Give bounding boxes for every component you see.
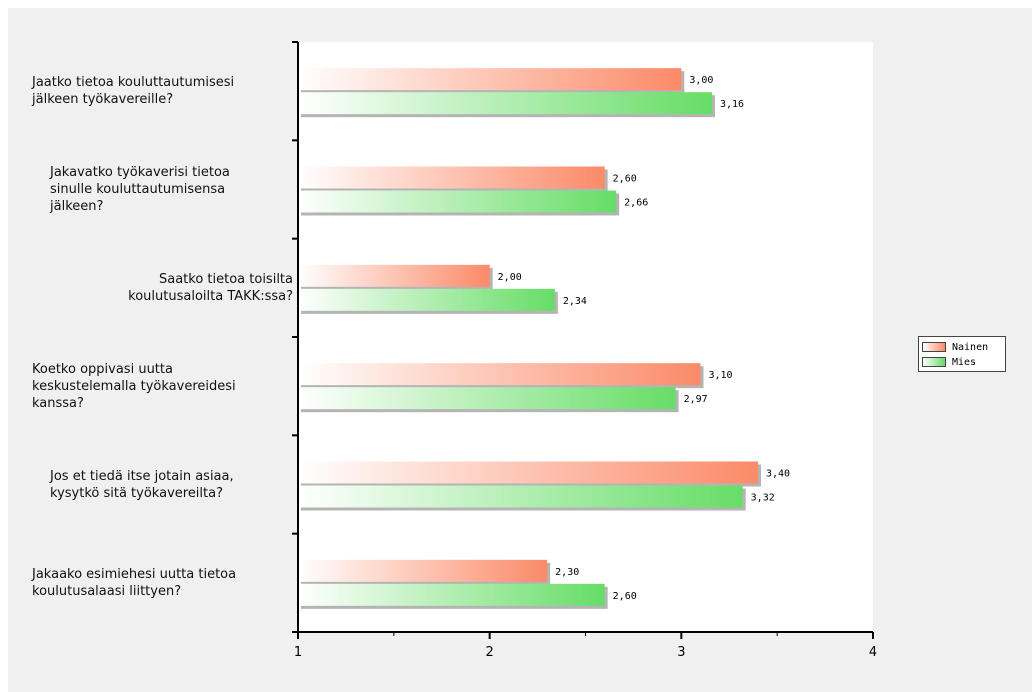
data-label: 3,32 bbox=[751, 493, 775, 504]
category-label: Jaatko tietoa kouluttautumisesi jälkeen … bbox=[32, 75, 235, 108]
x-tick-label: 4 bbox=[869, 645, 877, 660]
bar-mies-0 bbox=[298, 92, 712, 115]
plot-area bbox=[298, 42, 873, 632]
data-label: 2,60 bbox=[613, 174, 637, 185]
legend-item-mies: Mies bbox=[922, 356, 976, 368]
bar-mies-4 bbox=[298, 485, 743, 508]
data-label: 2,66 bbox=[624, 198, 648, 209]
legend-label-nainen: Nainen bbox=[952, 341, 989, 353]
data-label: 3,16 bbox=[720, 99, 744, 110]
bar-nainen-4 bbox=[298, 461, 758, 484]
legend-swatch-nainen bbox=[922, 342, 946, 352]
legend-label-mies: Mies bbox=[952, 356, 977, 368]
data-label: 3,10 bbox=[709, 370, 733, 381]
data-label: 2,34 bbox=[563, 296, 587, 307]
x-tick-label: 3 bbox=[677, 645, 685, 660]
category-label: Saatko tietoa toisilta koulutusaloilta T… bbox=[128, 271, 293, 304]
bar-nainen-5 bbox=[298, 559, 548, 582]
bar-nainen-0 bbox=[298, 68, 682, 91]
bar-nainen-2 bbox=[298, 264, 490, 287]
bar-mies-2 bbox=[298, 288, 555, 311]
data-label: 2,97 bbox=[684, 394, 708, 405]
data-label: 3,00 bbox=[689, 75, 713, 86]
category-label: Jakaako esimiehesi uutta tietoa koulutus… bbox=[32, 566, 237, 599]
category-label: Jos et tiedä itse jotain asiaa, kysytkö … bbox=[50, 468, 234, 501]
data-label: 3,40 bbox=[766, 469, 790, 480]
bar-mies-5 bbox=[298, 583, 605, 606]
legend-swatch-mies bbox=[922, 357, 946, 367]
bar-nainen-3 bbox=[298, 363, 701, 386]
data-label: 2,60 bbox=[613, 591, 637, 602]
x-tick-label: 1 bbox=[294, 645, 302, 660]
x-tick-label: 2 bbox=[486, 645, 494, 660]
category-label: Koetko oppivasi uutta keskustelemalla ty… bbox=[32, 361, 236, 411]
data-label: 2,00 bbox=[498, 272, 522, 283]
category-label: Jakavatko työkaverisi tietoa sinulle kou… bbox=[50, 165, 230, 214]
bar-nainen-1 bbox=[298, 166, 605, 189]
bar-mies-3 bbox=[298, 387, 676, 410]
legend: Nainen Mies bbox=[918, 336, 1006, 372]
bar-mies-1 bbox=[298, 190, 617, 213]
legend-item-nainen: Nainen bbox=[922, 341, 988, 353]
data-label: 2,30 bbox=[555, 567, 579, 578]
